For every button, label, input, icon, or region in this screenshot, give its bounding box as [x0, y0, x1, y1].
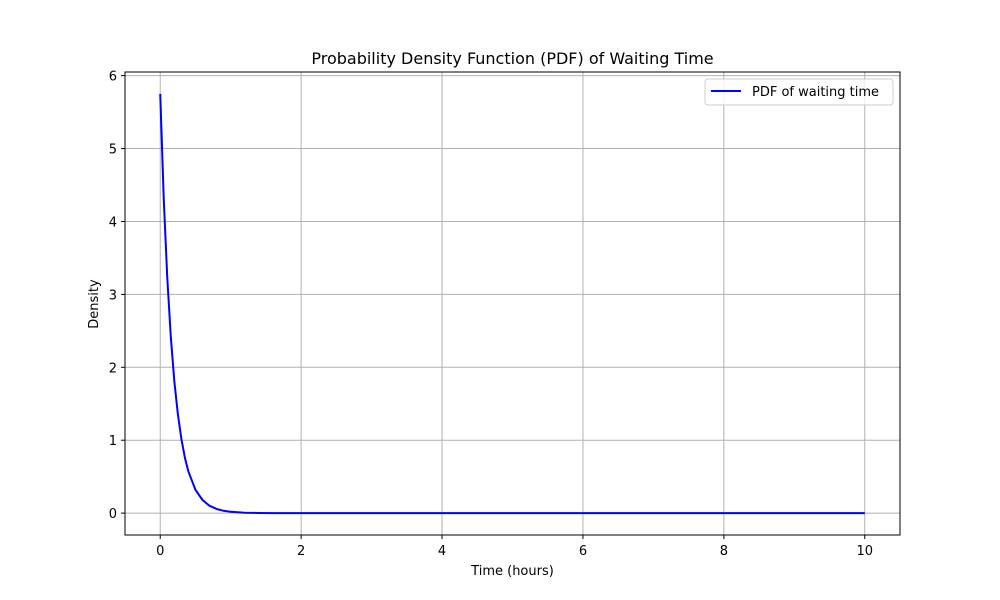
y-tick-label: 2: [109, 361, 117, 376]
chart-title: Probability Density Function (PDF) of Wa…: [311, 49, 713, 68]
y-tick-label: 4: [109, 215, 117, 230]
y-axis-label: Density: [87, 279, 102, 329]
x-tick-label: 10: [856, 544, 873, 559]
x-tick-label: 0: [156, 544, 164, 559]
x-axis-label: Time (hours): [470, 564, 554, 579]
x-tick-label: 2: [297, 544, 305, 559]
y-tick-label: 5: [109, 143, 117, 158]
y-tick-label: 0: [109, 507, 117, 522]
legend-box: [704, 78, 894, 106]
legend: PDF of waiting time: [704, 78, 894, 106]
y-tick-label: 6: [109, 70, 117, 85]
ticks: 0 2 4 6 8 10 0 1 2 3 4 5 6: [109, 70, 873, 559]
legend-label: PDF of waiting time: [752, 85, 879, 100]
series-line: [159, 93, 865, 515]
x-tick-label: 4: [438, 544, 446, 559]
plot-area: [159, 93, 865, 515]
y-tick-label: 3: [109, 288, 117, 303]
x-tick-label: 8: [720, 544, 728, 559]
x-tick-label: 6: [579, 544, 587, 559]
y-tick-label: 1: [109, 434, 117, 449]
axes-frame: [124, 71, 901, 536]
